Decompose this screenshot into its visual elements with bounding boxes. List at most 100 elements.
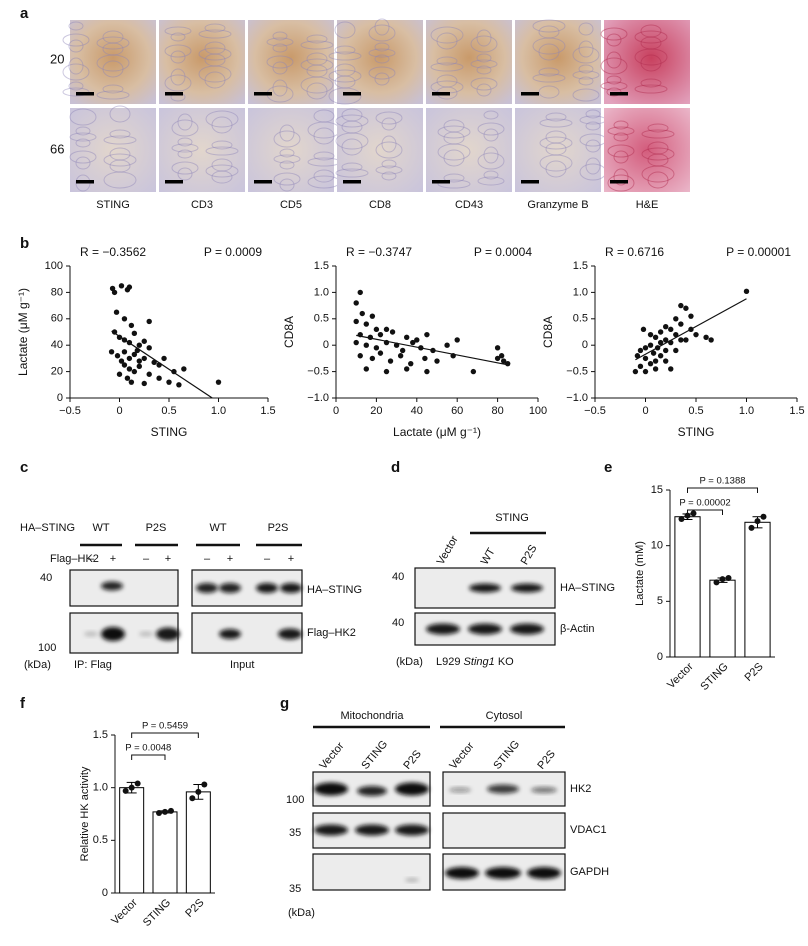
column-label: CD43 bbox=[455, 199, 483, 211]
tissue-texture bbox=[368, 48, 396, 58]
band-label: GAPDH bbox=[570, 866, 609, 878]
scatter-point bbox=[500, 358, 507, 364]
scatter-point bbox=[650, 350, 657, 356]
stat-label: P = 0.0004 bbox=[474, 245, 532, 259]
scatter-point bbox=[663, 347, 669, 354]
scatter-point bbox=[108, 349, 115, 355]
y-tick-label: 1.0 bbox=[314, 286, 329, 298]
tissue-texture bbox=[334, 63, 356, 77]
lane-label: Vector bbox=[447, 740, 476, 772]
tissue-texture bbox=[279, 160, 295, 170]
ihc-tile bbox=[62, 20, 156, 104]
gene: Sting1 bbox=[464, 656, 495, 668]
tissue-texture bbox=[328, 51, 362, 61]
blot-band bbox=[101, 627, 125, 641]
tile-image bbox=[426, 108, 512, 192]
data-point bbox=[162, 808, 168, 815]
y-tick-label: 80 bbox=[51, 286, 63, 298]
tissue-texture bbox=[647, 171, 669, 189]
tissue-texture bbox=[545, 112, 567, 122]
tissue-texture bbox=[334, 21, 356, 39]
ihc-tile bbox=[335, 108, 423, 192]
band-label: HK2 bbox=[570, 783, 591, 795]
scale-bar bbox=[343, 180, 361, 184]
x-tick-label: −0.5 bbox=[584, 405, 606, 417]
data-point bbox=[128, 784, 135, 791]
unit-label: (kDa) bbox=[288, 907, 315, 919]
scatter-point bbox=[640, 326, 647, 333]
y-tick-label: −0.5 bbox=[566, 366, 588, 378]
scale-bar bbox=[76, 92, 94, 96]
tissue-texture bbox=[437, 179, 471, 189]
blot-band bbox=[101, 581, 123, 591]
bar bbox=[119, 787, 145, 894]
tissue-texture bbox=[204, 41, 226, 55]
x-tick-label: 60 bbox=[451, 405, 463, 417]
tissue-texture bbox=[443, 173, 465, 183]
cell-line-label: L929 Sting1 KO bbox=[436, 656, 514, 668]
tissue-texture bbox=[436, 32, 458, 50]
scatter-point bbox=[128, 379, 135, 385]
panel-label: c bbox=[20, 459, 28, 476]
blot-band bbox=[84, 631, 98, 637]
tissue-texture bbox=[164, 26, 192, 36]
tissue-texture bbox=[273, 130, 301, 148]
scatter-point bbox=[637, 363, 644, 370]
blot-band bbox=[314, 782, 348, 796]
tile-image bbox=[70, 20, 156, 104]
scatter-point bbox=[363, 321, 369, 327]
stat-label: R = −0.3562 bbox=[80, 245, 146, 259]
tile-image bbox=[337, 20, 423, 104]
tissue-texture bbox=[204, 53, 226, 67]
tissue-texture bbox=[75, 126, 91, 136]
blot-band bbox=[405, 878, 419, 882]
tissue-texture bbox=[300, 40, 334, 50]
tissue-texture bbox=[109, 147, 131, 161]
scatter-point bbox=[121, 349, 128, 355]
blot-band bbox=[510, 623, 544, 635]
tissue-texture bbox=[368, 66, 396, 80]
scatter-point bbox=[673, 347, 679, 354]
tissue-texture bbox=[437, 125, 471, 139]
scatter-point bbox=[657, 329, 664, 335]
scatter-point bbox=[424, 331, 430, 338]
scatter-point bbox=[111, 289, 118, 296]
tissue-texture bbox=[607, 144, 635, 158]
y-tick-label: 0.5 bbox=[573, 313, 588, 325]
y-tick-label: 5 bbox=[657, 595, 663, 607]
tissue-texture bbox=[470, 77, 498, 91]
tissue-texture bbox=[177, 113, 193, 131]
scatter-point bbox=[683, 337, 689, 343]
scatter-point bbox=[424, 368, 430, 375]
mw-marker: 100 bbox=[38, 642, 56, 654]
scatter-point bbox=[703, 334, 709, 340]
tissue-texture bbox=[170, 32, 186, 42]
tissue-texture bbox=[641, 165, 675, 183]
scatter-point bbox=[673, 316, 679, 322]
tissue-texture bbox=[600, 81, 628, 91]
scatter-point bbox=[383, 339, 390, 346]
tissue-texture bbox=[177, 167, 193, 181]
column-label: CD5 bbox=[280, 199, 302, 211]
scale-bar bbox=[165, 92, 183, 96]
y-tick-label: 0 bbox=[323, 339, 329, 351]
scatter-point bbox=[134, 347, 141, 354]
tissue-texture bbox=[96, 36, 130, 50]
tissue-texture bbox=[381, 171, 397, 181]
y-tick-label: 1.5 bbox=[573, 260, 588, 272]
scale-bar bbox=[521, 92, 539, 96]
x-tick-label: Vector bbox=[665, 660, 696, 691]
tissue-texture bbox=[279, 178, 295, 192]
tissue-texture bbox=[211, 116, 233, 134]
y-tick-label: 40 bbox=[51, 339, 63, 351]
tissue-texture bbox=[204, 23, 226, 33]
tissue-texture bbox=[313, 151, 335, 161]
ihc-tile bbox=[328, 18, 423, 105]
significance-bracket bbox=[687, 487, 758, 493]
bar bbox=[185, 791, 211, 894]
x-tick-label: 1.5 bbox=[260, 405, 275, 417]
tissue-texture bbox=[62, 33, 90, 47]
panel-label: a bbox=[20, 5, 29, 22]
y-axis-title: CD8A bbox=[541, 316, 555, 348]
tissue-texture bbox=[211, 140, 233, 150]
